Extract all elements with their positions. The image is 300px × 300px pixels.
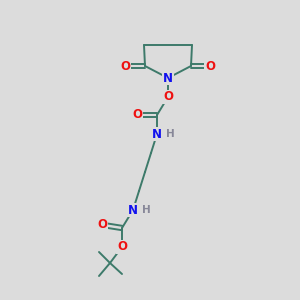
Text: O: O [205, 59, 215, 73]
Text: H: H [166, 129, 174, 139]
Text: N: N [163, 71, 173, 85]
Text: H: H [142, 205, 150, 215]
Text: O: O [132, 109, 142, 122]
Text: O: O [163, 91, 173, 103]
Text: O: O [97, 218, 107, 232]
Text: N: N [152, 128, 162, 140]
Text: O: O [117, 241, 127, 254]
Text: O: O [120, 59, 130, 73]
Text: N: N [128, 203, 138, 217]
